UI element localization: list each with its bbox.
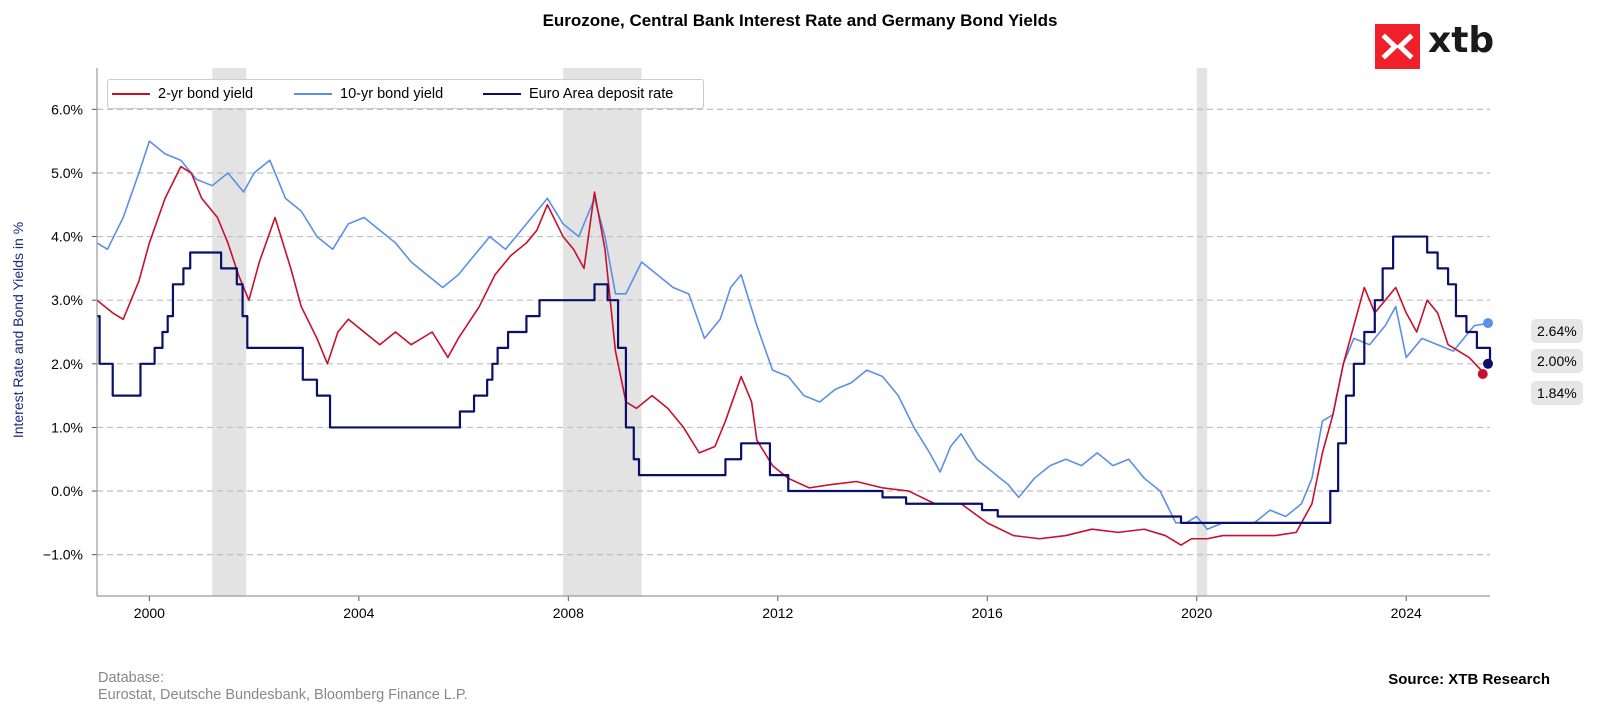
legend-label-2yr: 2-yr bond yield — [158, 86, 254, 102]
logo-wordmark: xtb — [1428, 20, 1495, 61]
end-marker-2 — [1483, 358, 1493, 369]
series-line-0 — [96, 165, 1486, 546]
legend-swatch-10yr — [294, 93, 332, 95]
y-tick-label: −1.0% — [43, 547, 83, 563]
x-tick-label: 2004 — [343, 605, 374, 621]
series-line-1 — [96, 140, 1491, 531]
end-markers — [1477, 318, 1493, 379]
x-tick-label: 2000 — [134, 605, 165, 621]
legend-swatch-2yr — [112, 93, 150, 95]
footer-database-sources: Eurostat, Deutsche Bundesbank, Bloomberg… — [98, 687, 468, 703]
recession-band-0 — [212, 68, 247, 596]
y-tick-label: 3.0% — [51, 292, 83, 308]
end-label-2yr: 1.84% — [1531, 381, 1583, 405]
chart-title: Eurozone, Central Bank Interest Rate and… — [542, 11, 1058, 30]
tick-labels: −1.0% 0.0% 1.0% 2.0% 3.0% 4.0% 5.0% 6.0% 2000 200… — [43, 101, 1422, 621]
footer-source: Source: XTB Research — [1388, 671, 1550, 688]
x-tick-label: 2008 — [553, 605, 584, 621]
footer-database-label: Database: — [98, 670, 165, 686]
legend-label-deposit: Euro Area deposit rate — [529, 86, 674, 102]
recession-band-2 — [1196, 68, 1208, 596]
x-tick-label: 2012 — [762, 605, 793, 621]
gridlines — [97, 108, 1490, 556]
legend-swatch-deposit — [483, 93, 521, 95]
y-axis-label: Interest Rate and Bond Yields in % — [10, 222, 26, 438]
y-tick-label: 4.0% — [51, 229, 83, 245]
legend: 2-yr bond yield 10-yr bond yield Euro Ar… — [107, 79, 704, 109]
series-line-2 — [97, 235, 1492, 524]
y-tick-label: 1.0% — [51, 419, 83, 435]
legend-label-10yr: 10-yr bond yield — [340, 86, 444, 102]
legend-item-deposit: Euro Area deposit rate — [483, 80, 673, 108]
recession-shading — [212, 68, 1208, 596]
end-marker-1 — [1483, 318, 1493, 329]
end-marker-0 — [1477, 368, 1488, 379]
series-lines — [96, 140, 1492, 546]
y-tick-label: 5.0% — [51, 165, 83, 181]
x-tick-label: 2016 — [972, 605, 1003, 621]
x-mark-icon — [1375, 24, 1420, 69]
recession-band-1 — [563, 68, 642, 596]
end-label-deposit: 2.00% — [1531, 349, 1583, 373]
end-label-10yr: 2.64% — [1531, 319, 1583, 343]
footer-database: Database: Eurostat, Deutsche Bundesbank,… — [98, 670, 468, 704]
y-tick-label: 6.0% — [51, 101, 83, 117]
legend-item-2yr: 2-yr bond yield — [112, 80, 253, 108]
axes — [92, 68, 1490, 601]
legend-item-10yr: 10-yr bond yield — [294, 80, 443, 108]
y-tick-label: 2.0% — [51, 356, 83, 372]
y-tick-label: 0.0% — [51, 483, 83, 499]
x-tick-label: 2024 — [1391, 605, 1422, 621]
x-tick-label: 2020 — [1181, 605, 1212, 621]
